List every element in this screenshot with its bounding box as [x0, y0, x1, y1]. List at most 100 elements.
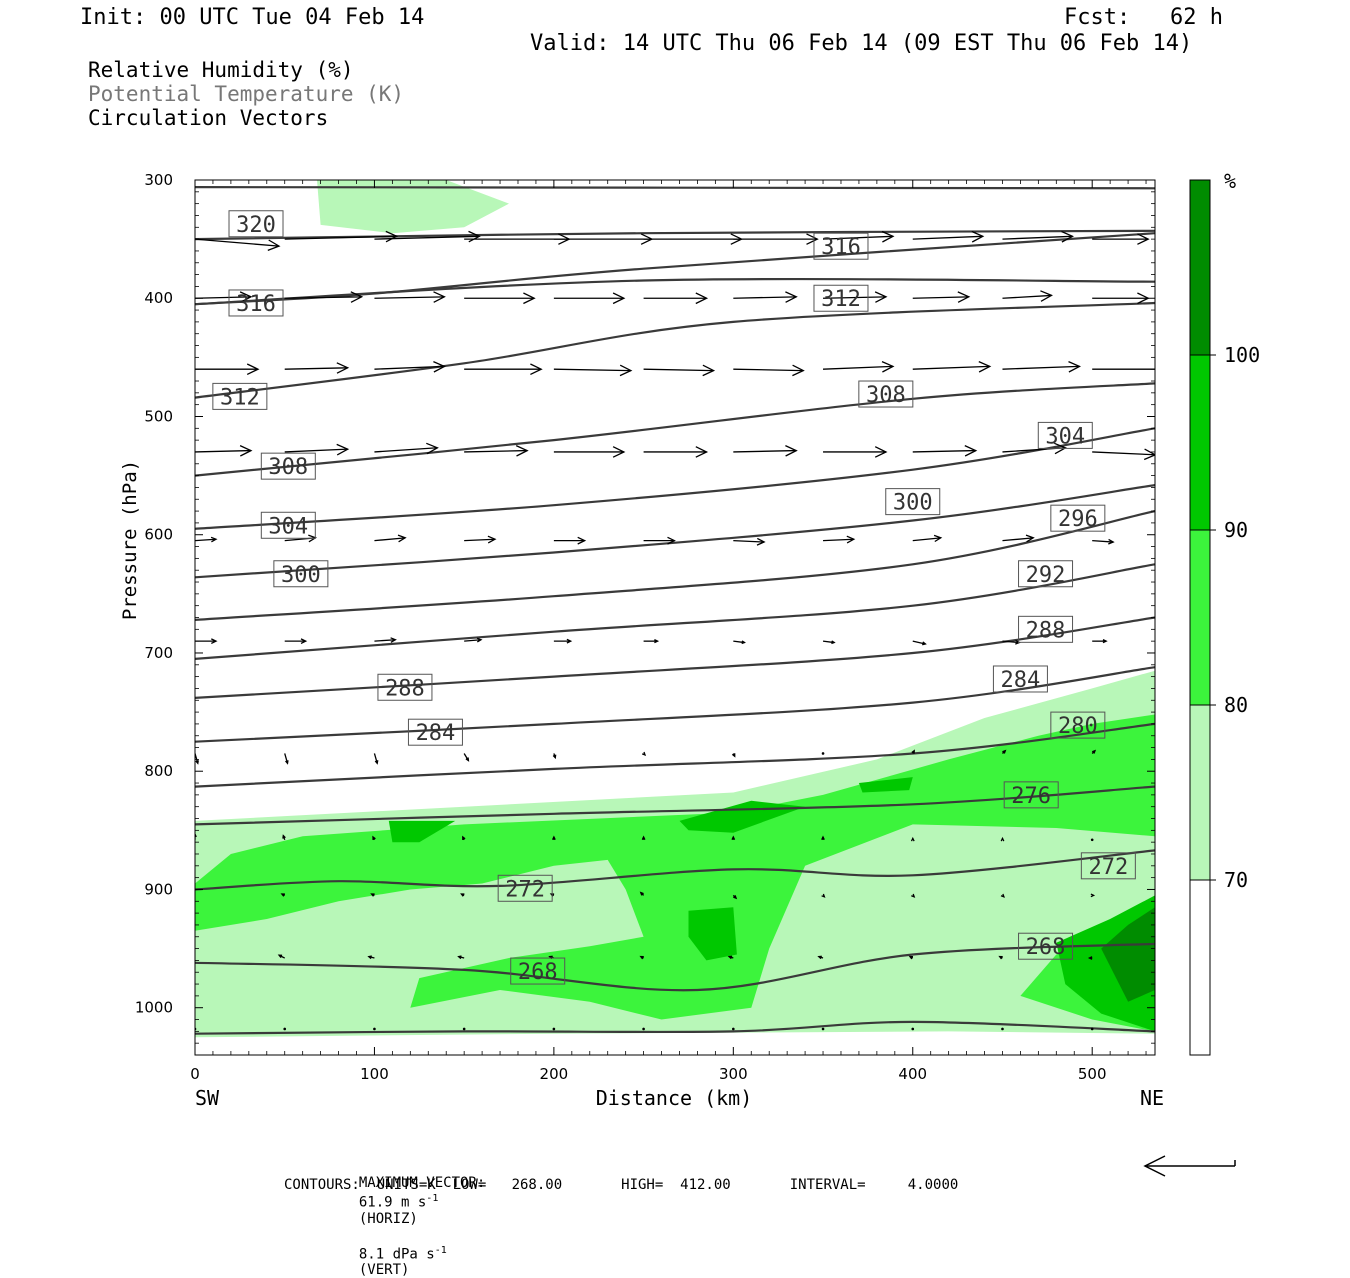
- vector-head: [390, 637, 397, 643]
- circulation-vector: [731, 753, 736, 758]
- circulation-vector: [553, 638, 573, 644]
- vector-head: [1054, 442, 1068, 455]
- circulation-vector: [373, 753, 379, 765]
- label-text: 320: [236, 213, 276, 238]
- y-tick-label: 400: [144, 289, 173, 307]
- circulation-vector: [912, 361, 992, 373]
- isentrope-label: 312: [212, 382, 268, 410]
- circulation-vector: [553, 364, 633, 377]
- vector-shaft: [374, 537, 406, 542]
- valid-time: Valid: 14 UTC Thu 06 Feb 14 (09 EST Thu …: [530, 31, 1193, 56]
- vector-dot: [732, 1027, 735, 1031]
- isentrope-316: [195, 232, 1155, 306]
- circulation-vector: [367, 955, 375, 960]
- vector-head: [964, 445, 978, 457]
- isentrope-268: [195, 942, 1155, 992]
- circulation-vector: [464, 445, 529, 457]
- circulation-vector: [639, 891, 645, 896]
- isentrope-label: 268: [510, 957, 566, 985]
- circulation-vector: [821, 752, 825, 755]
- vector-shaft: [284, 367, 348, 370]
- vector-head: [654, 639, 660, 644]
- isentrope-296: [195, 510, 1155, 621]
- vector-head: [277, 954, 283, 959]
- vector-head: [280, 893, 285, 897]
- circulation-vector: [821, 1027, 825, 1031]
- vector-head: [957, 291, 971, 303]
- vector-head: [821, 835, 825, 840]
- y-tick-label: 600: [144, 526, 173, 544]
- vector-head: [1091, 749, 1097, 754]
- vector-shaft: [284, 448, 348, 453]
- circulation-vector: [1092, 448, 1155, 461]
- vector-head: [370, 893, 375, 897]
- vector-dot: [821, 752, 825, 755]
- isentrope-label: 304: [1037, 421, 1093, 449]
- vector-head: [1108, 538, 1115, 545]
- vector-dot: [1090, 838, 1094, 842]
- isentrope-284: [195, 666, 1155, 743]
- circulation-vector: [643, 233, 744, 245]
- max-vector-horiz: 61.9 m s: [358, 1194, 427, 1211]
- vector-head: [881, 361, 895, 373]
- vector-head: [350, 291, 364, 303]
- label-text: 288: [1026, 618, 1066, 643]
- label-text: 268: [1026, 935, 1066, 960]
- circulation-vector: [280, 893, 286, 897]
- label-box: [1018, 932, 1074, 960]
- circulation-vector: [823, 535, 856, 544]
- horiz-exponent: -1: [426, 1193, 439, 1204]
- vector-head: [487, 535, 497, 544]
- vector-head: [1137, 233, 1150, 245]
- circulation-vector: [733, 233, 819, 245]
- init-time: Init: 00 UTC Tue 04 Feb 14: [80, 5, 425, 30]
- vector-head: [462, 835, 466, 840]
- label-box: [1018, 560, 1074, 588]
- circulation-vector: [641, 835, 646, 840]
- label-box: [260, 452, 316, 480]
- vector-head: [910, 836, 915, 842]
- contour-labels: 320 316 316 312 312 308 308 304 304 300 300 296 292 2…: [212, 210, 1136, 985]
- circulation-vector: [462, 1027, 466, 1031]
- vector-head: [433, 361, 446, 373]
- circulation-vector: [823, 230, 895, 243]
- colorbar-tick-label: 100: [1224, 343, 1260, 367]
- circulation-vector: [457, 955, 465, 960]
- vector-shaft: [195, 957, 196, 959]
- label-text: 284: [1001, 668, 1041, 693]
- vector-head: [971, 230, 985, 243]
- vector-head: [846, 535, 856, 544]
- isentrope-label: 300: [273, 560, 329, 588]
- vector-head: [285, 760, 289, 765]
- vector-head: [911, 893, 916, 898]
- vector-head: [978, 361, 992, 373]
- vector-shaft: [912, 640, 926, 645]
- colorbar-segment: [1190, 880, 1210, 1055]
- vector-shaft: [1002, 235, 1073, 240]
- colorbar-segment: [1190, 705, 1210, 880]
- vector-head: [817, 955, 822, 960]
- isentrope-label: 272: [1080, 852, 1136, 880]
- vector-head: [619, 364, 633, 377]
- circulation-vector: [639, 955, 644, 960]
- circulation-vector: [1092, 639, 1108, 644]
- isentrope-264: [195, 1020, 1155, 1035]
- vector-head: [1025, 534, 1035, 543]
- legend-potential-temperature: Potential Temperature (K): [88, 82, 405, 106]
- vector-head: [1002, 749, 1007, 754]
- vector-head: [246, 363, 260, 375]
- circulation-vector: [911, 893, 916, 898]
- circulation-vector: [733, 640, 746, 645]
- isentrope-label: 316: [813, 232, 869, 260]
- vector-head: [523, 292, 536, 305]
- vector-head: [639, 891, 644, 896]
- isentrope-288: [195, 616, 1155, 699]
- circulation-vector: [823, 291, 888, 303]
- label-box: [813, 284, 869, 312]
- circulation-vector: [195, 832, 197, 840]
- circulation-vector: [552, 753, 557, 760]
- vector-head: [211, 638, 218, 644]
- vector-head: [530, 363, 543, 375]
- label-text: 276: [1011, 784, 1051, 809]
- vector-shaft: [733, 640, 745, 644]
